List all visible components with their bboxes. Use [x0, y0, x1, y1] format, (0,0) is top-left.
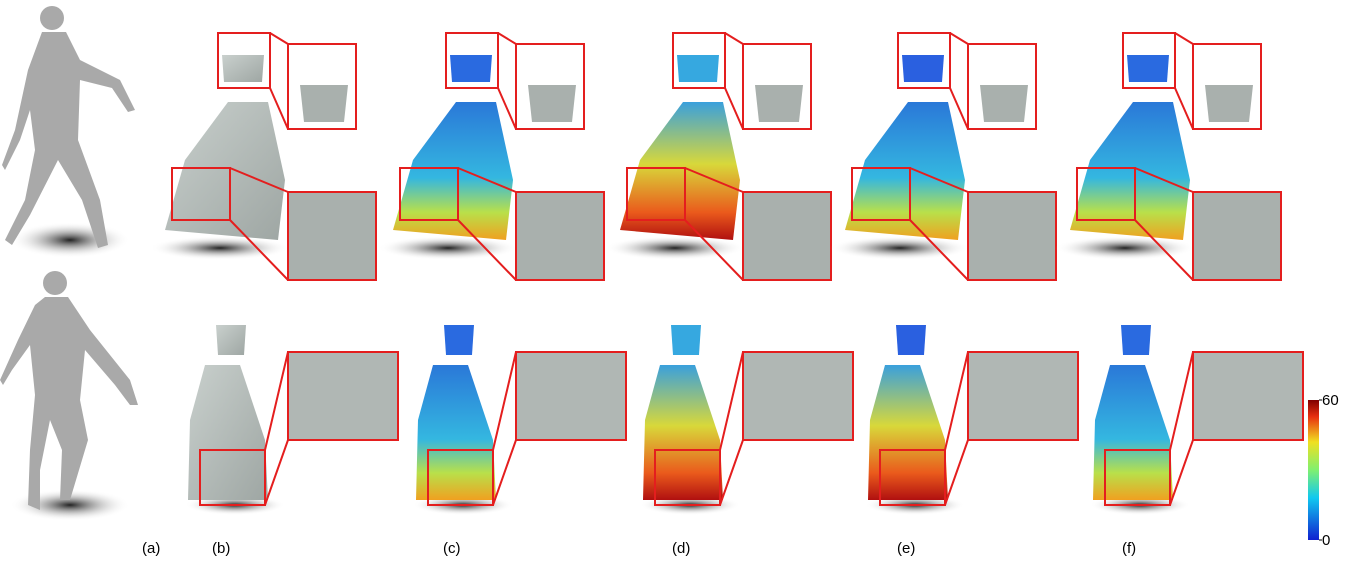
panel-label: (c): [443, 540, 461, 557]
zoom-link: [1175, 33, 1193, 129]
shadow: [378, 236, 518, 260]
zoom-link: [1170, 352, 1193, 505]
panel-label: (b): [212, 540, 230, 557]
panel-label: (a): [142, 540, 160, 557]
human-a-top: [2, 6, 135, 258]
crop-top: [1121, 325, 1151, 355]
zoom-inset: [1193, 192, 1281, 280]
shadow: [1055, 236, 1195, 260]
zoom-inset: [743, 192, 831, 280]
colorbar-label: 60: [1322, 392, 1339, 409]
figure: (a) (b) (c) (d) (e) (f) 60 0: [0, 0, 1352, 563]
colorbar-label: 0: [1322, 532, 1330, 549]
human-a-bottom: [0, 271, 138, 521]
zoom-link: [265, 352, 288, 505]
inset-garment: [755, 85, 803, 122]
zoom-inset: [516, 352, 626, 440]
crop-top: [450, 55, 492, 82]
crop-top: [677, 55, 719, 82]
crop-top: [222, 55, 264, 82]
zoom-link: [498, 33, 516, 129]
zoom-link: [270, 33, 288, 129]
zoom-inset: [1193, 352, 1303, 440]
zoom-link: [725, 33, 743, 129]
zoom-inset: [288, 352, 398, 440]
zoom-inset: [516, 192, 604, 280]
crop-top: [216, 325, 246, 355]
crop-top: [902, 55, 944, 82]
inset-garment: [1205, 85, 1253, 122]
shadow: [150, 236, 290, 260]
zoom-link: [950, 33, 968, 129]
inset-garment: [980, 85, 1028, 122]
zoom-link: [493, 352, 516, 505]
zoom-link: [945, 352, 968, 505]
crop-top: [444, 325, 474, 355]
colorbar: [1308, 400, 1319, 540]
crop-top: [1127, 55, 1169, 82]
inset-garment: [528, 85, 576, 122]
crop-top: [896, 325, 926, 355]
panel-label: (f): [1122, 540, 1136, 557]
zoom-inset: [968, 352, 1078, 440]
zoom-inset: [288, 192, 376, 280]
zoom-inset: [968, 192, 1056, 280]
shadow: [605, 236, 745, 260]
panel-label: (d): [672, 540, 690, 557]
inset-garment: [300, 85, 348, 122]
shadow: [830, 236, 970, 260]
crop-top: [671, 325, 701, 355]
zoom-link: [720, 352, 743, 505]
zoom-inset: [743, 352, 853, 440]
panel-label: (e): [897, 540, 915, 557]
